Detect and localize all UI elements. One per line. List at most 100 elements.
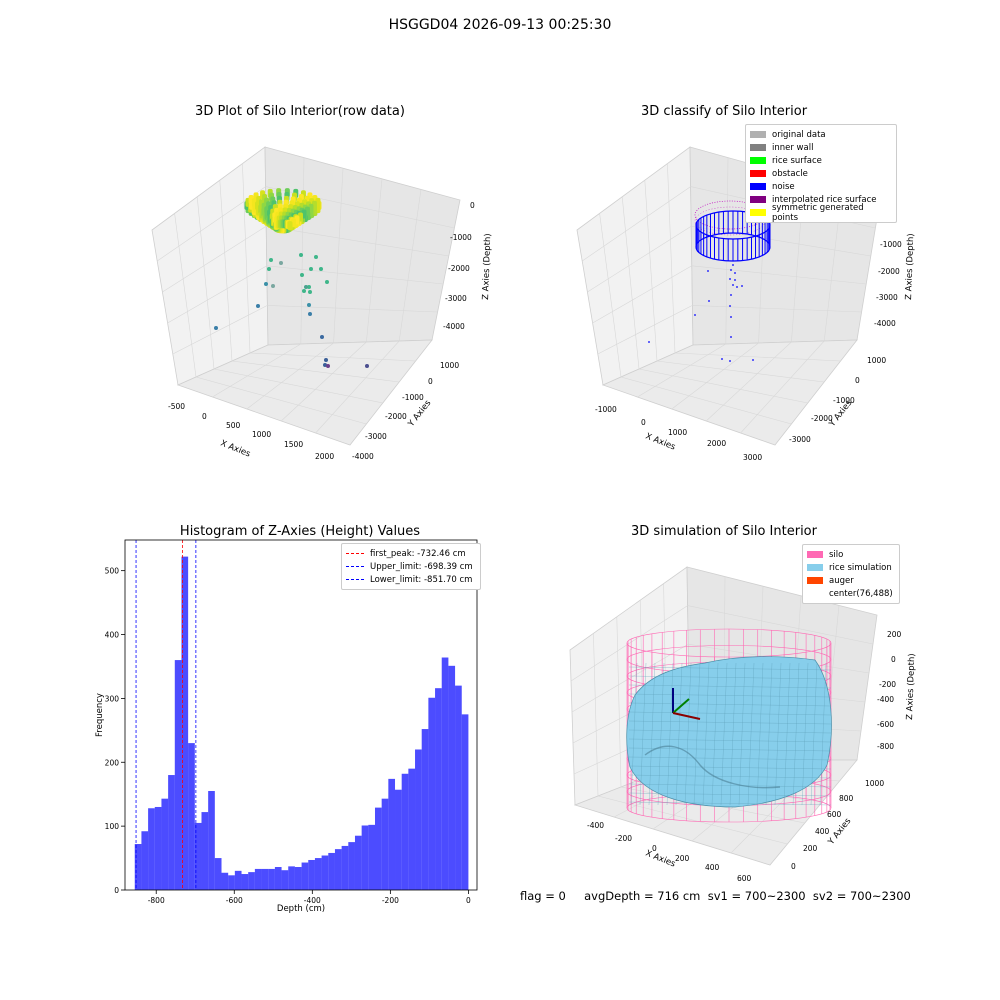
simulation-zlabel: Z Axies (Depth) [905, 653, 917, 720]
histogram-bar [334, 849, 342, 890]
classify-ytick: -2000 [811, 414, 833, 423]
classify-ztick: -3000 [876, 293, 898, 302]
simulation-ztick: -600 [877, 720, 894, 729]
simulation-ztick: 200 [887, 630, 902, 639]
histogram-bar [141, 831, 149, 890]
raw-plot-title: 3D Plot of Silo Interior(row data) [195, 104, 405, 119]
histogram-chart: -800 -600 -400 -200 0 0 100 200 300 400 500 Depth … [95, 539, 478, 914]
histogram-bar [174, 660, 182, 890]
raw-3d-grid [157, 157, 455, 434]
histogram-bar [441, 657, 449, 890]
histogram-bar [181, 556, 189, 890]
raw-xtick: 1500 [284, 440, 303, 449]
histogram-bar [368, 824, 375, 890]
histogram-bar [361, 825, 369, 890]
histogram-bar [428, 697, 436, 890]
classify-ytick: -1000 [833, 396, 855, 405]
x-tick-label: -600 [226, 896, 243, 905]
histogram-bar [254, 868, 262, 890]
histogram-bar [281, 870, 289, 890]
classify-ytick: 1000 [867, 356, 886, 365]
figure-title: HSGGD04 2026-09-13 00:25:30 [388, 17, 612, 33]
raw-xtick: 0 [202, 412, 207, 421]
raw-ztick: -4000 [443, 322, 465, 331]
legend-entry: Lower_limit: -851.70 cm [346, 573, 476, 586]
simulation-plot-title: 3D simulation of Silo Interior [631, 524, 817, 539]
histogram-bar [228, 875, 235, 890]
simulation-ztick: -400 [877, 695, 894, 704]
classify-legend: original data inner wall rice surface obsta… [745, 124, 897, 223]
raw-ytick: 0 [428, 377, 433, 386]
y-tick-label: 500 [105, 567, 120, 576]
rice-surface-ridge [644, 745, 781, 789]
histogram-bar [448, 665, 456, 890]
simulation-ztick: -200 [879, 680, 896, 689]
raw-zlabel: Z Axies (Depth) [481, 233, 493, 300]
simulation-xtick: 200 [675, 854, 690, 863]
histogram-bar [234, 870, 242, 890]
rice-simulation-surface [626, 656, 832, 808]
histogram-bar [241, 874, 249, 890]
histogram-bar [374, 807, 382, 890]
histogram-bar [134, 844, 142, 890]
legend-entry: first_peak: -732.46 cm [346, 547, 476, 560]
legend-entry: silo [807, 548, 895, 561]
y-tick-label: 400 [105, 631, 120, 640]
simulation-ztick: 0 [891, 655, 896, 664]
histogram-bar [214, 858, 222, 890]
simulation-ytick: 0 [791, 862, 796, 871]
histogram-bar [194, 822, 202, 890]
legend-entry: original data [750, 128, 892, 141]
raw-3d-axes [151, 146, 461, 446]
histogram-bar [268, 868, 275, 890]
histogram-bar [301, 862, 309, 890]
histogram-title: Histogram of Z-Axies (Height) Values [179, 524, 421, 539]
y-tick-label: 200 [105, 758, 120, 767]
classify-ytick: -3000 [789, 435, 811, 444]
legend-entry: Upper_limit: -698.39 cm [346, 560, 476, 573]
simulation-legend: silo rice simulation auger center(76,488) [802, 544, 900, 604]
histogram-bar [148, 808, 155, 890]
classify-xtick: 3000 [743, 453, 762, 462]
histogram-reference-lines [135, 540, 197, 890]
y-tick-label: 300 [105, 694, 120, 703]
histogram-bar [415, 749, 422, 890]
histogram-bar [161, 798, 169, 890]
raw-point-cloud [214, 188, 369, 368]
histogram-bar [401, 773, 409, 890]
raw-ytick: -4000 [352, 452, 374, 461]
classify-ztick: -2000 [878, 267, 900, 276]
y-tick-label: 0 [114, 886, 119, 895]
histogram-bar [294, 867, 302, 890]
legend-entry: center(76,488) [807, 587, 895, 600]
classify-xtick: -1000 [595, 405, 617, 414]
histogram-bar [168, 775, 175, 890]
histogram-bar [421, 729, 429, 890]
histogram-bar [381, 798, 389, 890]
raw-3d-plot: -500 0 500 1000 1500 2000 1000 0 -1000 -… [151, 146, 493, 461]
histogram-bar [154, 806, 162, 890]
simulation-ytick: 200 [803, 844, 818, 853]
raw-ztick: -2000 [448, 264, 470, 273]
classify-plot-title: 3D classify of Silo Interior [640, 104, 808, 119]
histogram-ylabel: Frequency [95, 693, 105, 737]
raw-ytick: -3000 [365, 432, 387, 441]
histogram-bar [388, 778, 396, 890]
x-tick-label: -400 [304, 896, 321, 905]
raw-xtick: 1000 [252, 430, 271, 439]
classify-ytick: 0 [855, 376, 860, 385]
histogram-bars [134, 556, 469, 890]
simulation-xlabel: X Axies [644, 849, 677, 870]
status-footer: flag = 0 avgDepth = 716 cm sv1 = 700~230… [520, 889, 911, 903]
simulation-ytick: 600 [827, 810, 842, 819]
raw-ytick: -2000 [385, 412, 407, 421]
noise-points [648, 264, 754, 362]
raw-ztick: -1000 [450, 233, 472, 242]
histogram-bar [328, 852, 335, 890]
simulation-ytick: 1000 [865, 779, 884, 788]
histogram-legend: first_peak: -732.46 cm Upper_limit: -698.… [341, 543, 481, 590]
histogram-bar [201, 812, 209, 890]
axis-indicator [672, 688, 701, 720]
simulation-ztick: -800 [877, 742, 894, 751]
legend-entry: interpolated rice surface [750, 193, 892, 206]
